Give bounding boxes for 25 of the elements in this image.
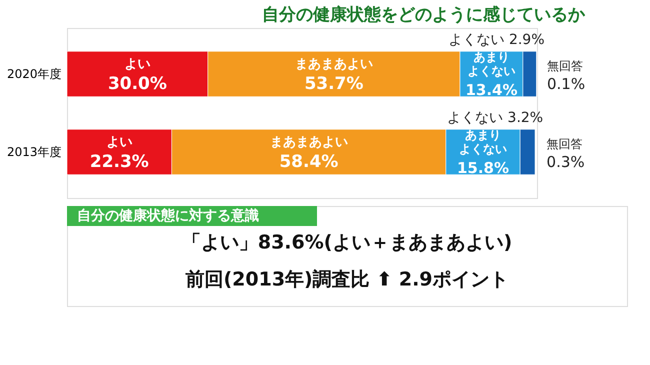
data-label: 22.3% xyxy=(90,152,149,172)
text: 「よい」83.6%(よい＋まあまあよい) xyxy=(182,232,512,254)
text: よい xyxy=(106,134,132,150)
data-label: 13.4% xyxy=(465,81,518,100)
text: よくない 2.9% xyxy=(448,32,545,48)
data-label: 0.3% xyxy=(546,152,585,171)
data-label: 0.1% xyxy=(547,75,586,94)
data-label: 53.7% xyxy=(304,74,364,94)
series-label: よくない xyxy=(459,142,508,156)
text: よくない 3.2% xyxy=(447,110,544,126)
text: あまり xyxy=(465,128,502,142)
series-label: よい xyxy=(124,57,150,72)
series-label: あまりよくない xyxy=(467,50,516,78)
y-tick-label: 2020年度 xyxy=(6,67,62,82)
data-label: 15.8% xyxy=(456,158,510,177)
text: 前回(2013年)調査比 ⬆ 2.9ポイント xyxy=(184,268,509,290)
chart-title: 自分の健康状態をどのように感じているか xyxy=(262,5,586,25)
data-label: 30.0% xyxy=(108,74,167,94)
text: 無回答 xyxy=(546,136,583,151)
text: まあまあよい xyxy=(270,134,348,150)
series-label: 無回答 xyxy=(547,59,583,74)
data-label: 58.4% xyxy=(279,152,338,172)
y-tick-label: 2013年度 xyxy=(6,144,62,159)
series-label: まあまあよい xyxy=(294,57,373,72)
text: 自分の健康状態に対する意識 xyxy=(77,207,259,224)
